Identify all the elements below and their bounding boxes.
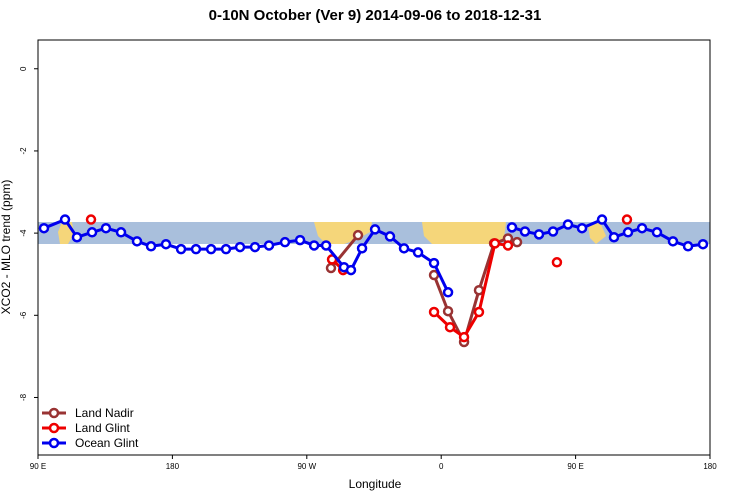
y-axis-label: XCO2 - MLO trend (ppm): [0, 180, 13, 315]
data-point: [502, 240, 514, 251]
data-point: [576, 222, 588, 234]
data-point: [279, 236, 291, 248]
data-point: [533, 229, 545, 240]
legend-label: Land Glint: [75, 421, 130, 435]
data-point: [511, 236, 523, 248]
data-point: [308, 240, 320, 251]
data-point: [160, 238, 172, 250]
legend-label: Land Nadir: [75, 406, 134, 420]
data-point: [59, 214, 71, 225]
data-point: [682, 241, 694, 252]
data-point: [71, 231, 83, 243]
data-point: [345, 264, 357, 276]
data-point: [458, 331, 470, 343]
data-point: [608, 231, 620, 243]
data-point: [428, 306, 440, 318]
land: [422, 222, 506, 244]
data-point: [320, 240, 332, 251]
data-point: [369, 224, 381, 235]
data-point: [562, 219, 574, 230]
data-point: [175, 243, 187, 255]
y-tick-label: 0: [19, 66, 28, 71]
data-point: [131, 236, 143, 247]
data-point: [489, 238, 501, 249]
legend-label: Ocean Glint: [75, 436, 139, 450]
data-point: [38, 222, 50, 234]
legend-marker: [48, 422, 60, 434]
data-point: [442, 287, 454, 298]
x-tick-label: 90 E: [30, 462, 46, 471]
data-point: [220, 243, 232, 255]
data-point: [622, 227, 634, 238]
y-tick-label: -4: [19, 229, 28, 237]
legend-marker: [48, 437, 60, 449]
data-point: [100, 222, 112, 234]
y-tick-label: -6: [19, 311, 28, 319]
data-point: [234, 241, 246, 253]
data-point: [145, 241, 157, 252]
data-point: [384, 231, 396, 242]
data-point: [667, 236, 679, 247]
x-tick-label: 90 W: [297, 462, 316, 471]
data-point: [473, 306, 485, 318]
data-point: [442, 305, 454, 317]
data-point: [263, 240, 275, 251]
data-point: [428, 257, 440, 269]
data-point: [519, 226, 531, 237]
data-point: [621, 214, 633, 225]
data-point: [356, 243, 368, 254]
data-point: [651, 227, 663, 238]
data-point: [205, 243, 217, 255]
data-point: [444, 321, 456, 333]
data-point: [190, 243, 202, 255]
x-tick-label: 90 E: [567, 462, 583, 471]
data-point: [85, 214, 97, 225]
data-point: [352, 229, 364, 241]
x-axis-label: Longitude: [349, 477, 402, 491]
x-tick-label: 180: [703, 462, 717, 471]
data-point: [697, 238, 709, 250]
plot-frame: [37, 39, 711, 456]
data-point: [294, 234, 306, 246]
land: [588, 222, 606, 244]
data-point: [551, 257, 563, 268]
data-point: [325, 262, 337, 274]
data-point: [412, 247, 424, 258]
data-point: [249, 241, 261, 253]
y-tick-label: -8: [19, 393, 28, 401]
data-point: [86, 227, 98, 238]
data-point: [547, 226, 559, 237]
data-point: [506, 222, 518, 233]
legend-marker: [48, 407, 60, 419]
data-point: [473, 284, 485, 296]
data-point: [115, 227, 127, 238]
x-tick-label: 0: [439, 462, 444, 471]
data-point: [636, 222, 648, 234]
x-tick-label: 180: [166, 462, 180, 471]
data-point: [428, 269, 440, 281]
y-tick-label: -2: [19, 147, 28, 155]
chart-title: 0-10N October (Ver 9) 2014-09-06 to 2018…: [209, 7, 542, 24]
data-point: [596, 214, 608, 225]
data-point: [398, 243, 410, 254]
